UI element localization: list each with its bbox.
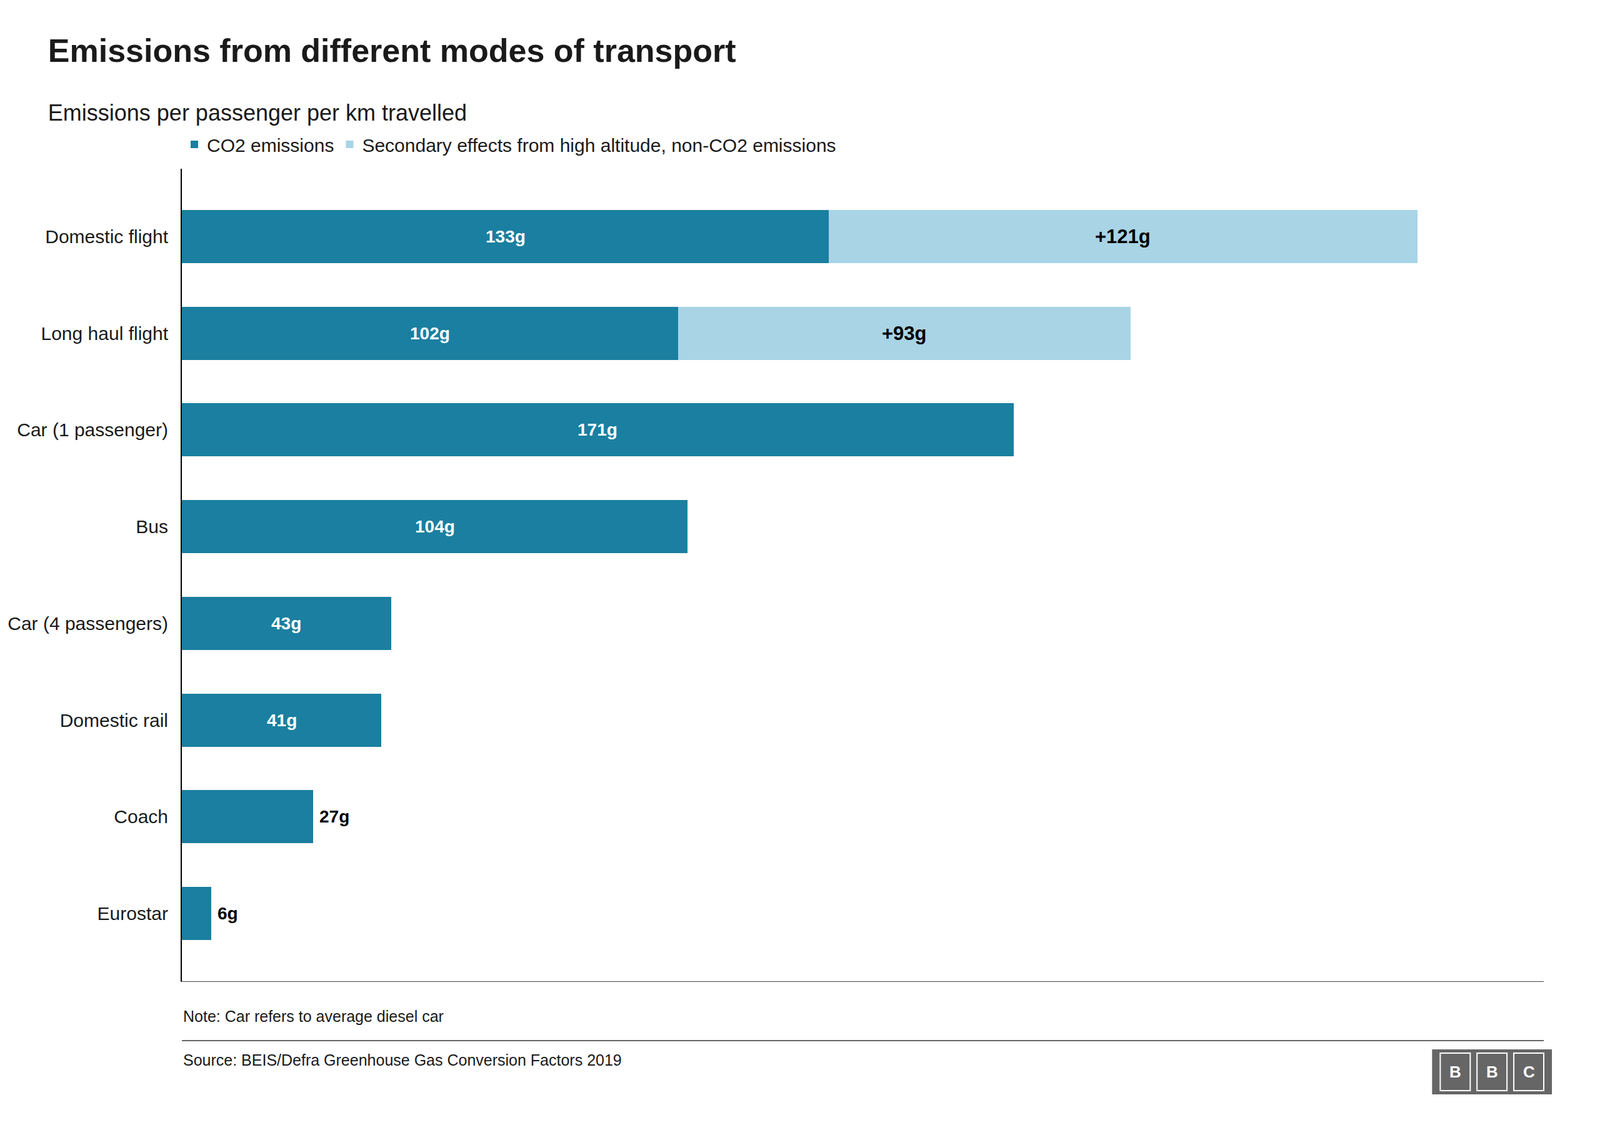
svg-text:Car (4 passengers): Car (4 passengers) <box>7 613 169 634</box>
svg-text:CO2 emissions: CO2 emissions <box>206 135 334 156</box>
svg-text:171g: 171g <box>577 420 618 440</box>
svg-text:43g: 43g <box>271 613 302 634</box>
svg-text:Emissions per passenger per km: Emissions per passenger per km travelled <box>48 100 467 126</box>
svg-text:B: B <box>1486 1062 1499 1082</box>
svg-text:104g: 104g <box>415 516 455 537</box>
svg-text:Eurostar: Eurostar <box>97 903 169 924</box>
svg-text:B: B <box>1449 1062 1462 1082</box>
svg-text:C: C <box>1523 1062 1535 1082</box>
svg-text:Domestic flight: Domestic flight <box>45 226 169 247</box>
svg-text:Bus: Bus <box>135 516 169 537</box>
svg-text:Domestic rail: Domestic rail <box>60 710 169 731</box>
svg-text:+121g: +121g <box>1095 225 1151 248</box>
svg-text:Secondary effects from high al: Secondary effects from high altitude, no… <box>361 135 836 156</box>
svg-text:+93g: +93g <box>881 322 927 345</box>
svg-text:6g: 6g <box>217 903 239 924</box>
svg-text:27g: 27g <box>319 806 350 827</box>
svg-text:Car (1 passenger): Car (1 passenger) <box>16 419 169 440</box>
svg-text:Coach: Coach <box>113 806 169 827</box>
svg-text:41g: 41g <box>266 710 297 730</box>
svg-text:133g: 133g <box>485 226 526 247</box>
svg-text:102g: 102g <box>410 323 450 344</box>
svg-text:Source: BEIS/Defra Greenhouse: Source: BEIS/Defra Greenhouse Gas Conver… <box>183 1051 622 1069</box>
svg-text:Long haul flight: Long haul flight <box>41 323 169 344</box>
svg-text:Note: Car refers to average di: Note: Car refers to average diesel car <box>183 1007 444 1025</box>
svg-text:Emissions from different modes: Emissions from different modes of transp… <box>48 32 737 69</box>
